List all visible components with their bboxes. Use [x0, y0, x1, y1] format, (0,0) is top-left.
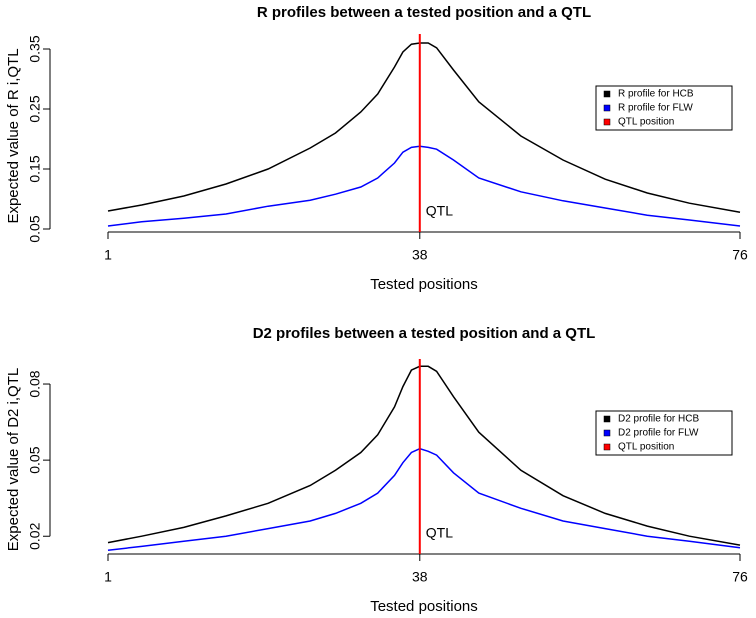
legend-swatch [603, 415, 611, 423]
qtl-label: QTL [426, 525, 453, 541]
y-axis-label: Expected value of D2 i,QTL [5, 368, 22, 551]
legend-label: D2 profile for HCB [618, 414, 699, 425]
legend-swatch [603, 429, 611, 437]
y-tick-label: 0.05 [27, 446, 43, 473]
legend-label: R profile for FLW [618, 103, 693, 114]
series-line [107, 447, 741, 551]
legend-swatch [603, 90, 611, 98]
series-line [107, 365, 741, 546]
x-tick-label: 1 [104, 247, 112, 263]
legend-swatch [603, 443, 611, 451]
x-tick-label: 76 [732, 569, 748, 585]
y-tick-label: 0.25 [27, 95, 43, 122]
legend-label: QTL position [618, 442, 674, 453]
x-tick-label: 1 [104, 569, 112, 585]
legend-label: R profile for HCB [618, 89, 694, 100]
x-axis-label: Tested positions [370, 598, 478, 615]
series-line [107, 42, 741, 213]
x-tick-label: 76 [732, 247, 748, 263]
y-axis-label: Expected value of R i,QTL [5, 48, 22, 223]
y-tick-label: 0.15 [27, 155, 43, 182]
y-tick-label: 0.08 [27, 370, 43, 397]
y-tick-label: 0.02 [27, 522, 43, 549]
chart-title: R profiles between a tested position and… [257, 4, 591, 21]
legend-label: QTL position [618, 117, 674, 128]
qtl-label: QTL [426, 203, 453, 219]
legend-swatch [603, 104, 611, 112]
legend-box [595, 410, 733, 456]
x-axis-label: Tested positions [370, 276, 478, 293]
x-tick-label: 38 [412, 247, 428, 263]
chart-title: D2 profiles between a tested position an… [253, 325, 596, 342]
series-line [107, 145, 741, 227]
x-tick-label: 38 [412, 569, 428, 585]
y-tick-label: 0.05 [27, 215, 43, 242]
y-tick-label: 0.35 [27, 35, 43, 62]
legend-box [595, 85, 733, 131]
legend-swatch [603, 118, 611, 126]
legend-label: D2 profile for FLW [618, 428, 699, 439]
